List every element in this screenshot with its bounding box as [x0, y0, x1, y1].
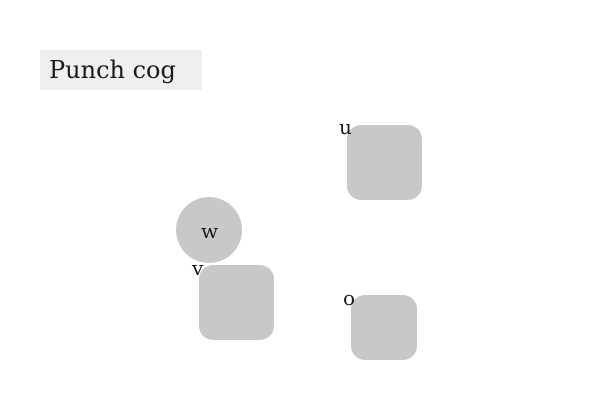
shape-u-label: u [339, 115, 352, 139]
shape-o-label: o [343, 286, 356, 310]
page-title: Punch cog [40, 50, 202, 90]
shape-v[interactable] [199, 265, 274, 340]
shape-w-label: w [201, 219, 219, 243]
shape-o[interactable] [351, 295, 417, 360]
shape-v-label: v [192, 256, 204, 280]
shape-u[interactable] [347, 125, 422, 200]
shape-w[interactable] [176, 197, 242, 263]
